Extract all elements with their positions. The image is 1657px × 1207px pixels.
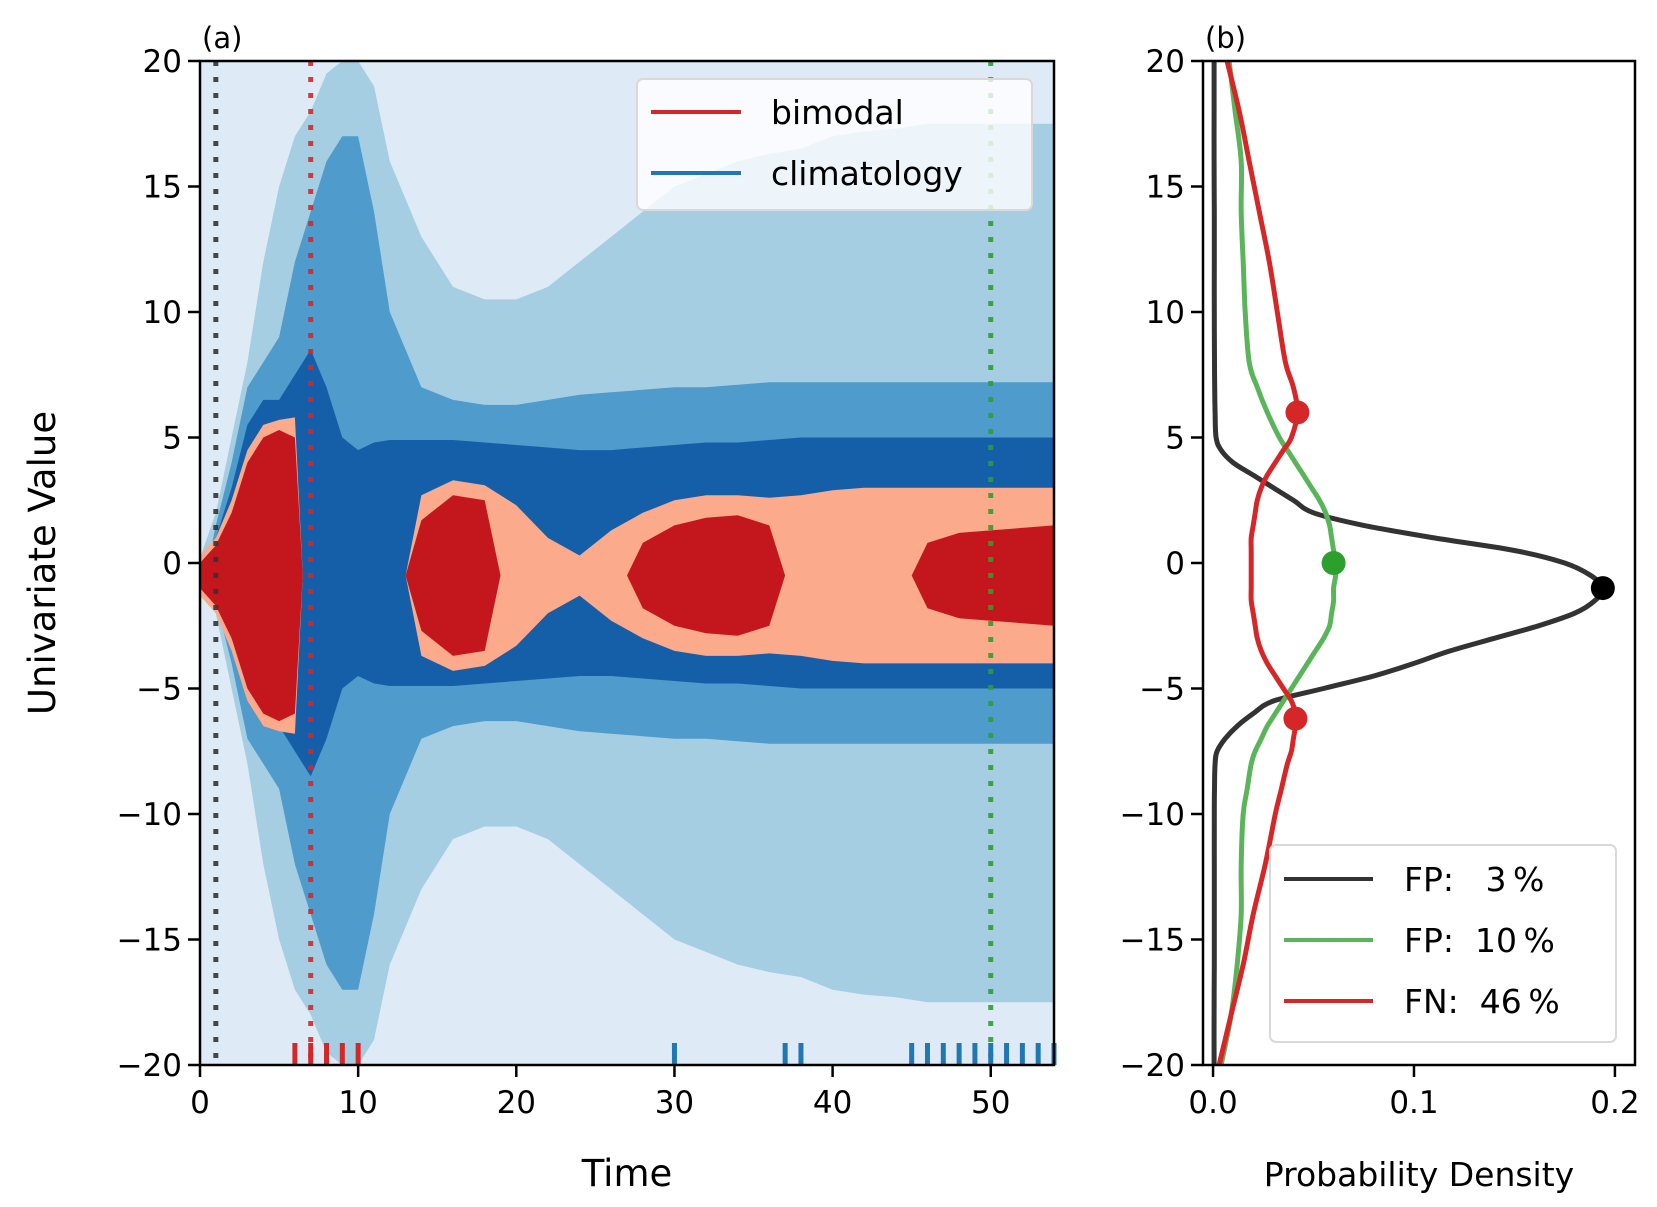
- y-tick-label-b: −20: [1120, 1048, 1185, 1084]
- x-tick-label-a: 20: [497, 1085, 536, 1121]
- y-tick-label-a: −20: [117, 1048, 182, 1084]
- y-tick-label-b: 15: [1146, 170, 1185, 206]
- panel-label-b: (b): [1205, 21, 1246, 55]
- x-ticks-b: 0.0 0.1 0.2: [1188, 1065, 1640, 1121]
- x-ticks-a: 0 10 20 30 40 50: [190, 1065, 1010, 1121]
- x-axis-label-b: Probability Density: [1264, 1155, 1574, 1194]
- y-tick-label-b: 10: [1146, 295, 1185, 331]
- reference-lines: [213, 61, 994, 1065]
- contour-level-bimodal-dark: [200, 430, 1054, 722]
- x-tick-label-b: 0.1: [1389, 1085, 1438, 1121]
- x-tick-label-a: 0: [190, 1085, 210, 1121]
- x-tick-label-b: 0.2: [1590, 1085, 1639, 1121]
- rug-ticks: [292, 1043, 1057, 1065]
- y-tick-label-b: 0: [1165, 546, 1185, 582]
- density-marker-fn46: [1283, 706, 1308, 731]
- y-tick-label-a: −15: [117, 923, 182, 959]
- x-tick-label-a: 40: [813, 1085, 852, 1121]
- contour-plot-area: [200, 61, 1054, 1065]
- legend-label-climatology: climatology: [771, 154, 963, 193]
- legend-b: FP: 3 % FP: 10 % FN: 46 %: [1269, 844, 1617, 1043]
- x-axis-label-a: Time: [581, 1152, 673, 1195]
- legend-label-fn46: FN: 46 %: [1404, 982, 1560, 1021]
- panel-label-a: (a): [202, 21, 242, 55]
- y-tick-label-b: 20: [1146, 44, 1185, 80]
- y-tick-label-a: 5: [162, 421, 182, 457]
- x-tick-label-a: 50: [971, 1085, 1010, 1121]
- density-line-fn46: [1216, 61, 1300, 1065]
- panel-a: −20 −15 −10 −5 0 5 10 15 20 0 10 20 30 40 50 (a) Time…: [21, 21, 1057, 1195]
- legend-label-fp10: FP: 10 %: [1404, 921, 1555, 960]
- panel-b: −20 −15 −10 −5 0 5 10 15 20 0.0 0.1 0.2 (b) Probab…: [1120, 21, 1640, 1194]
- legend-a: bimodal climatology: [636, 78, 1033, 211]
- y-ticks-a: −20 −15 −10 −5 0 5 10 15 20: [117, 44, 200, 1084]
- x-tick-label-a: 30: [655, 1085, 694, 1121]
- x-tick-label-b: 0.0: [1188, 1085, 1237, 1121]
- density-marker-fn46: [1285, 400, 1310, 425]
- y-ticks-b: −20 −15 −10 −5 0 5 10 15 20: [1120, 44, 1203, 1084]
- density-marker-fp3: [1590, 576, 1615, 601]
- x-tick-label-a: 10: [338, 1085, 377, 1121]
- y-tick-label-b: −5: [1139, 672, 1185, 708]
- y-tick-label-b: 5: [1165, 421, 1185, 457]
- legend-label-bimodal: bimodal: [771, 93, 904, 132]
- y-tick-label-b: −15: [1120, 923, 1185, 959]
- contour-level-bimodal-light: [200, 417, 1054, 734]
- y-tick-label-b: −10: [1120, 797, 1185, 833]
- y-tick-label-a: 20: [143, 44, 182, 80]
- legend-b-box: [1269, 844, 1617, 1043]
- legend-label-fp3: FP: 3 %: [1404, 860, 1544, 899]
- density-marker-fp10: [1321, 551, 1346, 575]
- y-tick-label-a: 15: [143, 170, 182, 206]
- density-line-fp10: [1218, 61, 1339, 1065]
- y-tick-label-a: 10: [143, 295, 182, 331]
- y-tick-label-a: −5: [136, 672, 182, 708]
- y-tick-label-a: 0: [162, 546, 182, 582]
- y-axis-label-a: Univariate Value: [21, 411, 64, 715]
- y-tick-label-a: −10: [117, 797, 182, 833]
- density-markers: [1283, 400, 1615, 731]
